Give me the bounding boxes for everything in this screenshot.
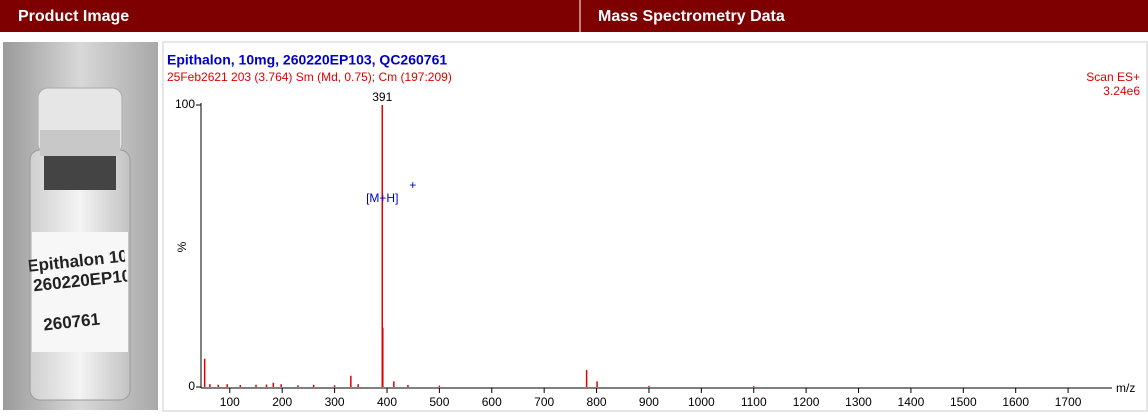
x-tick-label: 1100 bbox=[741, 395, 767, 409]
peak bbox=[753, 386, 755, 387]
peak bbox=[407, 385, 409, 387]
page: Product Image Mass Spectrometry Data Epi… bbox=[0, 0, 1148, 412]
x-tick-label: 1000 bbox=[688, 395, 715, 409]
peak bbox=[350, 376, 352, 387]
x-tick-label: 1300 bbox=[845, 395, 872, 409]
peak bbox=[273, 383, 275, 387]
x-tick-label: 500 bbox=[429, 395, 449, 409]
intensity: 3.24e6 bbox=[1103, 84, 1140, 98]
peak bbox=[648, 386, 650, 387]
x-tick-label: 600 bbox=[482, 395, 502, 409]
product-photo: Epithalon 10mg 260220EP103 260761 bbox=[3, 42, 160, 410]
peak bbox=[382, 328, 384, 387]
y-tick-label: 100 bbox=[175, 97, 195, 111]
header-bar bbox=[0, 0, 1148, 32]
peak bbox=[313, 385, 315, 387]
header-right: Mass Spectrometry Data bbox=[598, 8, 785, 25]
peak bbox=[586, 370, 588, 387]
x-tick-label: 200 bbox=[272, 395, 292, 409]
peak bbox=[357, 384, 359, 387]
ion-charge: + bbox=[409, 178, 416, 192]
x-tick-label: 100 bbox=[220, 395, 240, 409]
x-tick-label: 300 bbox=[325, 395, 345, 409]
header-left: Product Image bbox=[18, 8, 129, 25]
x-tick-label: 1200 bbox=[793, 395, 820, 409]
peak bbox=[393, 381, 395, 387]
chart-subtitle: 25Feb2621 203 (3.764) Sm (Md, 0.75); Cm … bbox=[167, 70, 452, 84]
x-tick-label: 700 bbox=[534, 395, 554, 409]
peak bbox=[218, 385, 220, 387]
x-tick-label: 1400 bbox=[898, 395, 925, 409]
x-tick-label: 800 bbox=[587, 395, 607, 409]
peak bbox=[255, 385, 257, 387]
y-tick-label: 0 bbox=[188, 379, 195, 393]
peak bbox=[240, 385, 242, 387]
spectrum-panel bbox=[163, 42, 1147, 411]
peak bbox=[204, 359, 206, 387]
scan-mode: Scan ES+ bbox=[1086, 70, 1140, 84]
chart-title: Epithalon, 10mg, 260220EP103, QC260761 bbox=[167, 52, 447, 68]
peak bbox=[596, 381, 598, 387]
peak bbox=[439, 386, 441, 387]
document: Product Image Mass Spectrometry Data Epi… bbox=[0, 0, 1148, 412]
peak bbox=[280, 384, 282, 387]
peak bbox=[334, 385, 336, 387]
x-axis-label: m/z bbox=[1116, 381, 1135, 395]
x-tick-label: 1500 bbox=[950, 395, 977, 409]
y-axis-label: % bbox=[175, 241, 189, 252]
x-tick-label: 400 bbox=[377, 395, 397, 409]
peak bbox=[226, 384, 228, 387]
ion-label: [M+H] bbox=[366, 191, 398, 205]
peak-label: 391 bbox=[372, 90, 392, 104]
peak bbox=[266, 384, 268, 387]
x-tick-label: 1600 bbox=[1002, 395, 1029, 409]
peak bbox=[209, 384, 211, 387]
peak bbox=[297, 385, 299, 387]
x-tick-label: 900 bbox=[639, 395, 659, 409]
x-tick-label: 1700 bbox=[1055, 395, 1082, 409]
